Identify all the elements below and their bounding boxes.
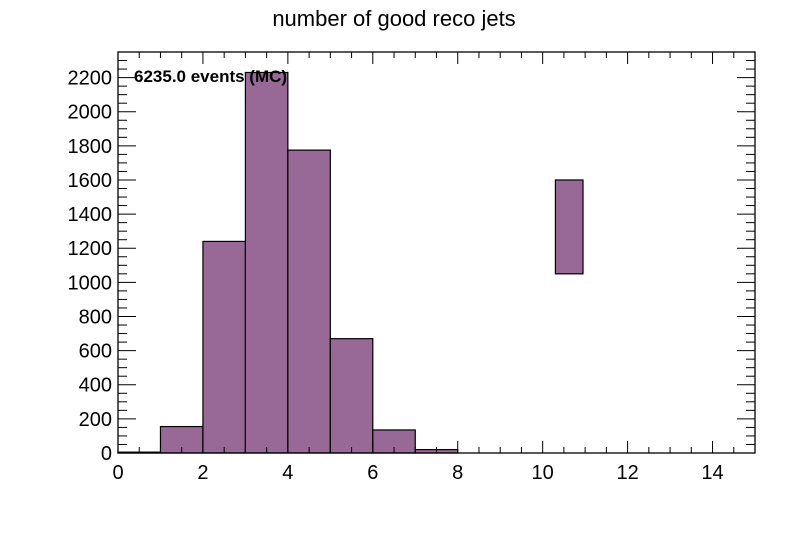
y-tick-label: 400 <box>79 375 112 397</box>
histogram-bar <box>244 71 289 454</box>
legend-marker-box <box>554 179 584 275</box>
tick-layer: 0 2 4 6 8 10 12 14 0 200 400 600 800 1000 1200 1400 1600… <box>68 51 756 484</box>
y-tick-label: 200 <box>79 409 112 431</box>
y-tick-label: 600 <box>79 341 112 363</box>
y-tick-label: 1000 <box>68 272 113 294</box>
x-tick-label: 0 <box>112 462 123 484</box>
x-tick-label: 8 <box>452 462 463 484</box>
y-tick-label: 1600 <box>68 170 113 192</box>
bars-layer <box>117 71 459 454</box>
y-tick-label: 1400 <box>68 204 113 226</box>
y-tick-label: 2200 <box>68 68 113 90</box>
histogram-bar <box>287 149 331 454</box>
y-tick-label: 1800 <box>68 136 113 158</box>
y-tick-label: 0 <box>101 443 112 465</box>
y-tick-label: 1200 <box>68 238 113 260</box>
chart-title: number of good reco jets <box>272 6 515 31</box>
x-tick-label: 4 <box>282 462 293 484</box>
x-tick-label: 12 <box>616 462 638 484</box>
x-tick-label: 14 <box>701 462 723 484</box>
histogram-bar <box>202 240 247 454</box>
x-tick-label: 6 <box>367 462 378 484</box>
x-tick-label: 10 <box>532 462 554 484</box>
y-tick-label: 800 <box>79 306 112 328</box>
x-tick-label: 2 <box>197 462 208 484</box>
histogram-bar <box>329 338 374 454</box>
events-annotation: 6235.0 events (MC) <box>134 67 287 86</box>
y-tick-label: 2000 <box>68 102 113 124</box>
legend-marker <box>554 179 584 275</box>
